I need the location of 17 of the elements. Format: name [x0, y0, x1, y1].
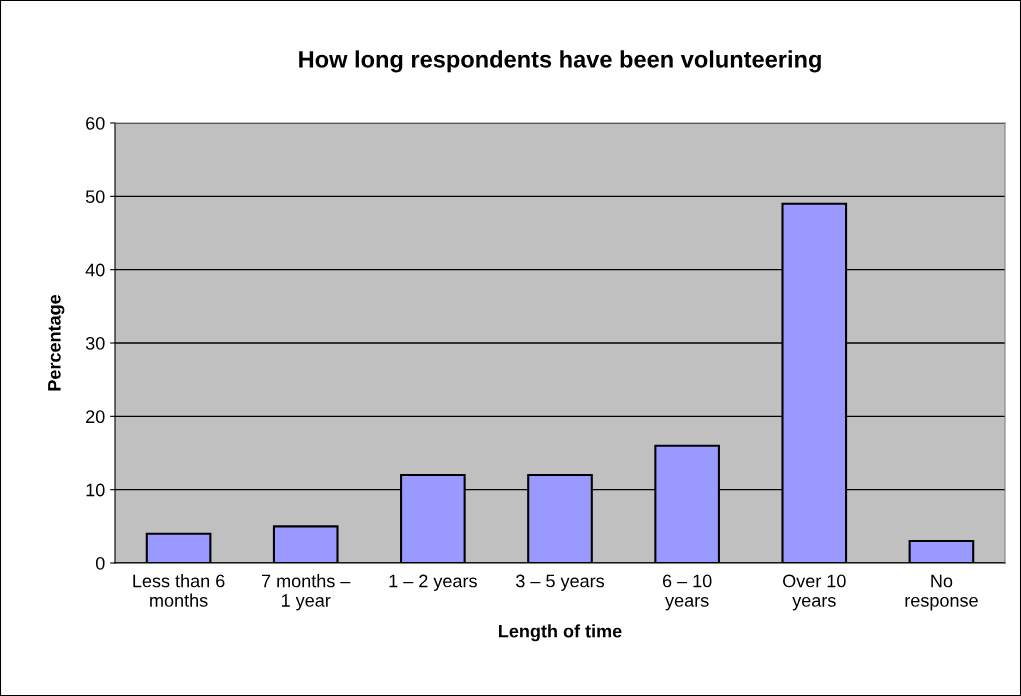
x-tick-label: 3 – 5 years [516, 574, 605, 591]
y-tick-label: 60 [86, 116, 105, 130]
y-tick-label: 40 [85, 263, 105, 277]
y-tick-label: 50 [85, 190, 105, 204]
y-tick-label: 10 [86, 483, 105, 497]
y-tick-label: 30 [85, 336, 105, 350]
chart-title: How long respondents have been volunteering [299, 50, 821, 73]
x-tick-label: 6 – 10 years [662, 574, 712, 611]
x-tick-label: Over 10 years [783, 574, 846, 611]
x-tick-label: 7 months – 1 year [261, 574, 351, 611]
x-axis-title: Length of time [499, 624, 622, 642]
y-tick-label: 0 [95, 556, 105, 570]
y-axis-title: Percentage [48, 294, 65, 391]
x-tick-label: Less than 6 months [133, 574, 225, 607]
x-tick-label: No response [905, 574, 978, 611]
x-tick-label: 1 – 2 years [389, 574, 477, 591]
y-tick-label: 20 [86, 410, 105, 424]
